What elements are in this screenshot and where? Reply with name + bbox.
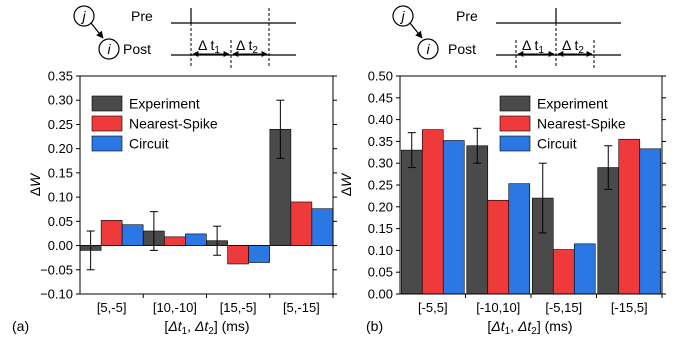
y-tick-label: 0.45 (368, 90, 393, 105)
bar-nearest-spike (552, 249, 575, 295)
neuron-i (98, 38, 120, 60)
y-tick-label: 0.00 (368, 287, 393, 302)
bar-nearest-spike (421, 129, 444, 295)
y-tick-label: 0.30 (48, 93, 73, 108)
legend-swatch-experiment (91, 95, 123, 112)
bar-nearest-spike (487, 199, 510, 295)
y-tick-label: 0.20 (48, 141, 73, 156)
neuron-j-label: j (80, 8, 86, 24)
synapse-arrow (409, 22, 423, 39)
bar-circuit (185, 233, 207, 246)
bar-circuit (121, 224, 144, 246)
bar-nearest-spike (290, 201, 313, 246)
legend-swatch-nearest-spike (499, 115, 531, 132)
y-tick-label: 0.40 (368, 112, 393, 127)
x-tick-label: [15,-5] (220, 300, 257, 315)
panel-label: (a) (12, 318, 29, 334)
neuron-j (392, 5, 414, 27)
dt1-label: Δ t1 (522, 37, 544, 56)
x-axis-title: [Δt1, Δt2] (ms) (487, 318, 572, 337)
post-label: Post (123, 41, 151, 57)
y-axis-title: ΔW (27, 172, 43, 196)
legend-swatch-circuit (499, 135, 531, 152)
bar-experiment (466, 145, 489, 295)
y-tick-label: 0.35 (368, 134, 393, 149)
bar-nearest-spike (100, 220, 123, 246)
y-axis-title: ΔW (338, 172, 354, 196)
y-tick-label: 0.05 (368, 265, 393, 280)
neuron-j (73, 5, 95, 27)
bar-circuit (573, 243, 596, 295)
bar-circuit (311, 208, 334, 246)
y-tick-label: 0.20 (368, 199, 393, 214)
y-tick-label: 0.15 (368, 221, 393, 236)
neuron-i (417, 38, 439, 60)
post-label: Post (448, 41, 476, 57)
y-tick-label: 0.25 (48, 117, 73, 132)
synapse-arrow (90, 22, 104, 39)
x-tick-label: [-15,5] (611, 300, 648, 315)
bar-circuit (508, 183, 531, 295)
bar-nearest-spike (164, 236, 186, 246)
bar-circuit (248, 245, 270, 263)
y-tick-label: −0.05 (40, 262, 73, 277)
pre-label: Pre (456, 8, 478, 24)
y-tick-label: 0.30 (368, 156, 393, 171)
chart-b: 0.50 0.45 0.40 0.35 0.30 0.25 0.20 0.15 0.10 0.05… (338, 69, 666, 337)
spike-diagram-b: j i Pre Post Δ t1 Δ t2 (392, 5, 621, 68)
x-axis-title: [Δt1, Δt2] (ms) (164, 318, 249, 337)
y-tick-label: 0.35 (48, 69, 73, 84)
pre-label: Pre (131, 8, 153, 24)
bar-experiment (400, 149, 423, 295)
dt2-label: Δ t2 (236, 37, 258, 56)
x-tick-label: [10,-10] (153, 300, 197, 315)
y-tick-label: 0.10 (48, 190, 73, 205)
legend-label-nearest-spike: Nearest-Spike (537, 116, 626, 132)
legend-label-nearest-spike: Nearest-Spike (129, 116, 218, 132)
x-tick-label: [5,-5] (97, 300, 127, 315)
x-tick-label: [-5,15] (545, 300, 582, 315)
panel-label: (b) (366, 318, 383, 334)
y-tick-label: −0.10 (40, 287, 73, 302)
neuron-j-label: j (399, 8, 405, 24)
y-tick-label: 0.25 (368, 178, 393, 193)
x-tick-label: [-10,10] (476, 300, 520, 315)
bar-nearest-spike (618, 138, 641, 295)
neuron-i-label: i (107, 41, 111, 57)
y-tick-label: 0.10 (368, 243, 393, 258)
legend-swatch-circuit (91, 135, 123, 152)
chart-a: 0.35 0.30 0.25 0.20 0.15 0.10 0.05 0.00 −0.05 −0.… (12, 69, 337, 337)
bar-nearest-spike (227, 245, 249, 265)
legend-label-experiment: Experiment (129, 96, 200, 112)
legend-swatch-experiment (499, 95, 531, 112)
y-tick-label: 0.00 (48, 238, 73, 253)
y-tick-label: 0.15 (48, 165, 73, 180)
bar-circuit (442, 140, 465, 295)
dt2-label: Δ t2 (562, 37, 584, 56)
y-tick-label: 0.05 (48, 214, 73, 229)
legend-label-circuit: Circuit (537, 136, 577, 152)
y-tick-label: 0.50 (368, 69, 393, 84)
bar-circuit (639, 148, 662, 295)
dt1-label: Δ t1 (198, 37, 220, 56)
neuron-i-label: i (426, 41, 430, 57)
legend-swatch-nearest-spike (91, 115, 123, 132)
legend-label-circuit: Circuit (129, 136, 169, 152)
spike-diagram-a: j i Pre Post Δ t1 Δ t2 (73, 5, 296, 68)
x-tick-label: [-5,5] (418, 300, 448, 315)
x-tick-label: [5,-15] (283, 300, 320, 315)
legend-label-experiment: Experiment (537, 96, 608, 112)
